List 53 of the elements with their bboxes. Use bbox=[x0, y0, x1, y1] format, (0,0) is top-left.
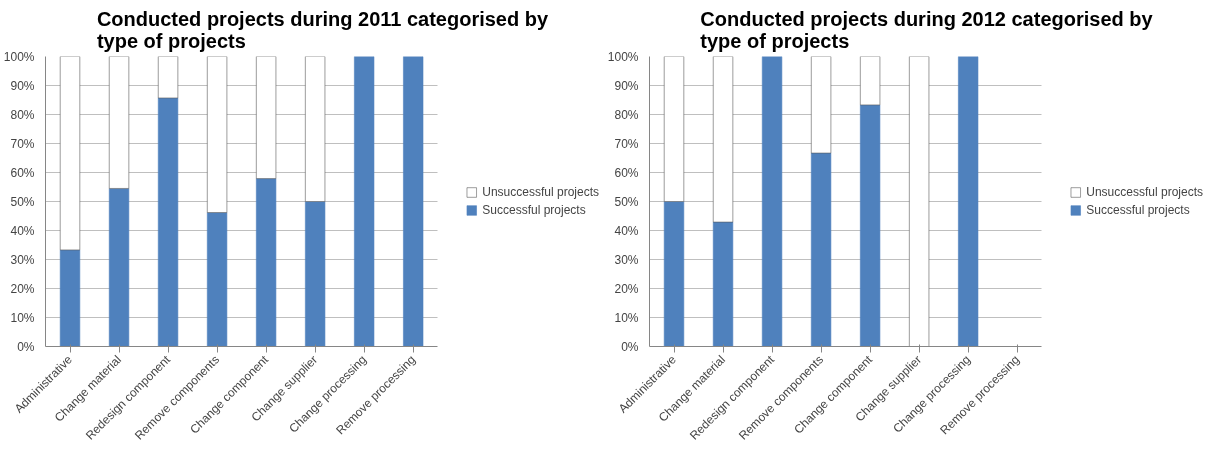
y-tick-label: 60% bbox=[10, 165, 35, 180]
y-tick-label: 50% bbox=[614, 194, 639, 209]
bar bbox=[206, 56, 228, 213]
bar bbox=[59, 249, 81, 347]
y-tick-label: 70% bbox=[10, 136, 35, 151]
bar bbox=[256, 178, 277, 347]
legend-label: Successful projects bbox=[1086, 203, 1190, 217]
bar bbox=[860, 104, 881, 347]
y-tick-label: 40% bbox=[614, 223, 639, 238]
legend-label: Unsuccessful projects bbox=[482, 185, 599, 199]
y-tick-label: 70% bbox=[614, 136, 639, 151]
bar bbox=[712, 221, 734, 347]
y-tick-label: 90% bbox=[10, 78, 35, 93]
bar bbox=[810, 152, 832, 347]
y-tick-label: 40% bbox=[10, 223, 35, 238]
bar bbox=[909, 56, 930, 347]
bar bbox=[761, 56, 783, 347]
bar bbox=[305, 56, 326, 202]
y-tick-label: 80% bbox=[614, 107, 639, 122]
y-tick-label: 100% bbox=[607, 49, 639, 64]
y-tick-label: 90% bbox=[614, 78, 639, 93]
bar bbox=[59, 56, 81, 251]
bar bbox=[958, 56, 979, 347]
y-tick-label: 60% bbox=[614, 165, 639, 180]
legend-label: Unsuccessful projects bbox=[1086, 185, 1203, 199]
bar bbox=[712, 56, 734, 223]
bar bbox=[810, 56, 832, 154]
y-tick-label: 20% bbox=[614, 281, 639, 296]
bar bbox=[663, 56, 685, 202]
y-tick-label: 50% bbox=[10, 194, 35, 209]
bar bbox=[403, 56, 424, 347]
chart-title: Conducted projects during 2012 categorised by type of projects bbox=[700, 7, 1154, 52]
chart-title: Conducted projects during 2011 categorised by type of projects bbox=[96, 7, 549, 52]
bar bbox=[108, 56, 130, 189]
y-tick-label: 100% bbox=[3, 49, 35, 64]
bar bbox=[108, 188, 130, 347]
y-tick-label: 0% bbox=[621, 339, 639, 354]
y-tick-label: 0% bbox=[17, 339, 35, 354]
y-tick-label: 10% bbox=[614, 310, 639, 325]
bar bbox=[354, 56, 375, 347]
bar bbox=[305, 201, 326, 347]
bar bbox=[663, 201, 685, 347]
y-tick-label: 30% bbox=[614, 252, 639, 267]
bar bbox=[157, 56, 179, 99]
bar bbox=[256, 56, 277, 179]
bar bbox=[157, 97, 179, 347]
y-tick-label: 10% bbox=[10, 310, 35, 325]
y-tick-label: 80% bbox=[10, 107, 35, 122]
legend-label: Successful projects bbox=[482, 203, 586, 217]
bar bbox=[860, 56, 881, 106]
y-tick-label: 20% bbox=[10, 281, 35, 296]
bar bbox=[206, 212, 228, 347]
y-tick-label: 30% bbox=[10, 252, 35, 267]
